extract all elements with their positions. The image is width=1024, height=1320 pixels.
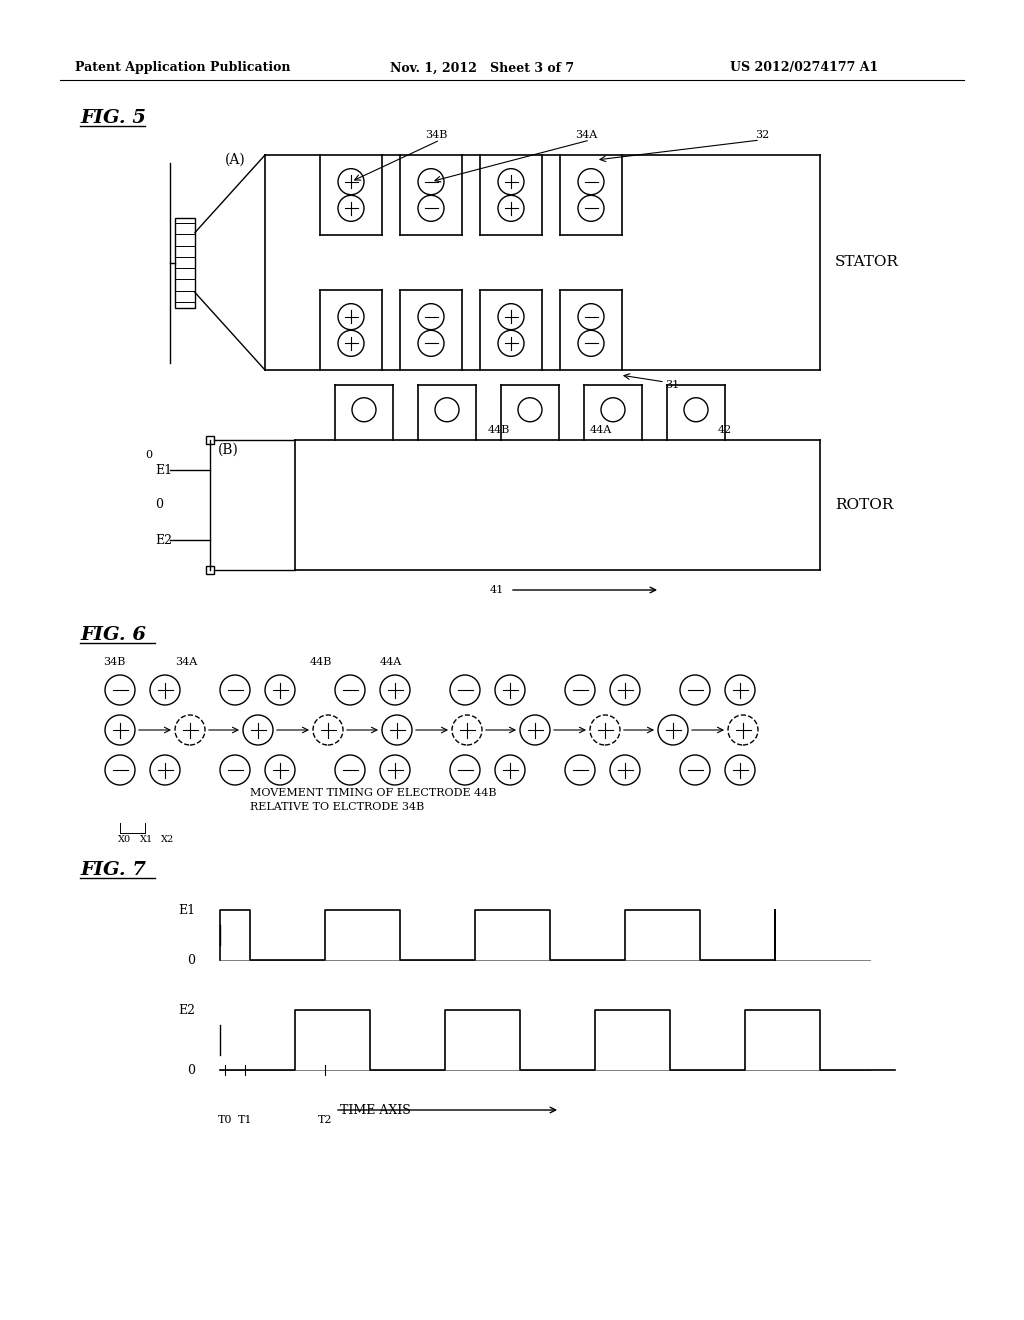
Text: 44A: 44A [590,425,612,436]
Text: Patent Application Publication: Patent Application Publication [75,62,291,74]
Text: 44B: 44B [488,425,510,436]
Text: E2: E2 [155,533,172,546]
Text: 34A: 34A [175,657,198,667]
Text: TIME AXIS: TIME AXIS [340,1104,411,1117]
Text: E1: E1 [178,903,195,916]
Text: E2: E2 [178,1003,195,1016]
Text: FIG. 5: FIG. 5 [80,110,146,127]
Text: FIG. 7: FIG. 7 [80,861,146,879]
Text: 31: 31 [665,380,679,389]
Text: 41: 41 [490,585,504,595]
Text: (B): (B) [218,444,239,457]
Text: STATOR: STATOR [835,255,899,269]
Text: 0: 0 [155,499,163,511]
Text: X1: X1 [140,836,154,845]
Text: (A): (A) [225,153,246,168]
Text: 44B: 44B [310,657,333,667]
Text: ROTOR: ROTOR [835,498,893,512]
FancyBboxPatch shape [206,436,214,444]
Text: T0: T0 [218,1115,232,1125]
Text: 0: 0 [187,953,195,966]
Text: 32: 32 [755,129,769,140]
Text: E1: E1 [155,463,172,477]
Text: 44A: 44A [380,657,402,667]
Text: 34B: 34B [425,129,447,140]
Text: T1: T1 [238,1115,252,1125]
Text: 0: 0 [145,450,153,459]
Text: Nov. 1, 2012   Sheet 3 of 7: Nov. 1, 2012 Sheet 3 of 7 [390,62,574,74]
Text: 34A: 34A [575,129,597,140]
Text: 0: 0 [187,1064,195,1077]
Text: MOVEMENT TIMING OF ELECTRODE 44B
RELATIVE TO ELCTRODE 34B: MOVEMENT TIMING OF ELECTRODE 44B RELATIV… [250,788,497,812]
Text: US 2012/0274177 A1: US 2012/0274177 A1 [730,62,879,74]
Text: T2: T2 [317,1115,332,1125]
FancyBboxPatch shape [175,218,195,308]
FancyBboxPatch shape [206,566,214,574]
Text: X2: X2 [161,836,174,845]
Text: 42: 42 [718,425,732,436]
Text: FIG. 6: FIG. 6 [80,626,146,644]
Text: 34B: 34B [103,657,125,667]
Text: X0: X0 [118,836,131,845]
